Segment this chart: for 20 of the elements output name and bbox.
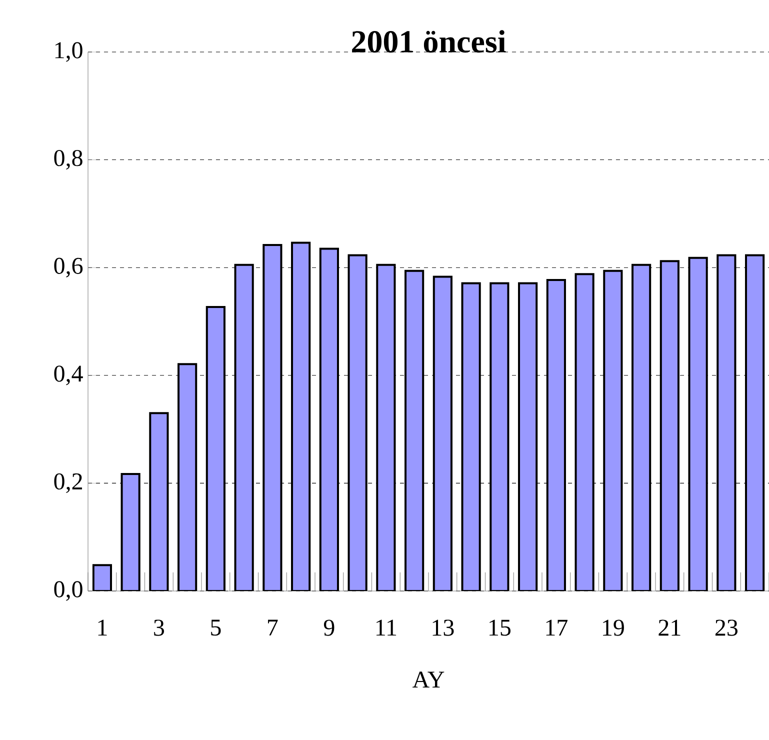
x-tick-label: 7	[268, 620, 278, 636]
x-tick-label: 17	[546, 620, 568, 636]
chart-title: 2001 öncesi	[352, 30, 506, 53]
y-tick-label: 0,6	[54, 258, 83, 278]
x-tick-label: 15	[490, 620, 510, 636]
x-tick-label: 9	[324, 620, 334, 636]
y-tick-label: 0,4	[54, 366, 83, 386]
x-tick-label: 11	[376, 620, 396, 636]
x-tick-label: 3	[154, 620, 164, 636]
x-axis-title: AY	[412, 672, 444, 688]
y-tick-label: 0,0	[54, 581, 82, 601]
y-tick-label: 0,8	[54, 150, 82, 170]
x-tick-label: 21	[658, 620, 680, 636]
x-tick-label: 1	[98, 620, 107, 636]
y-tick-label: 1,0	[55, 42, 82, 62]
x-tick-label: 23	[715, 620, 738, 636]
x-tick-label: 13	[432, 620, 454, 636]
x-tick-label: 19	[603, 620, 624, 636]
x-tick-label: 5	[211, 620, 221, 636]
y-tick-label: 0,2	[54, 473, 82, 494]
